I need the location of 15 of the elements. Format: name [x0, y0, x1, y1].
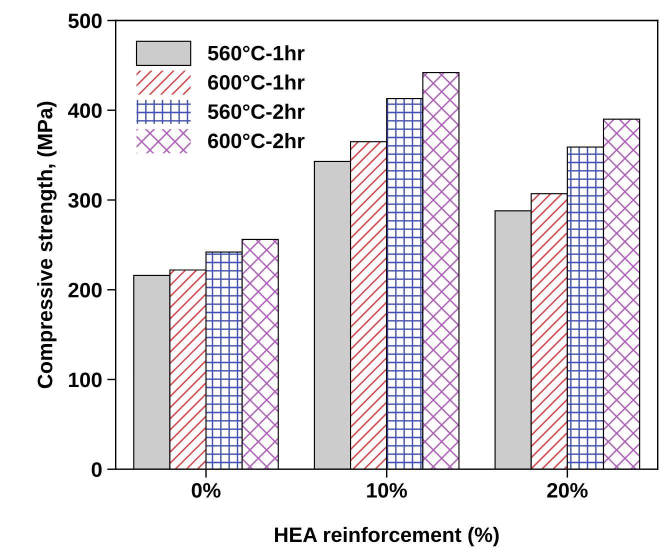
legend-label: 600°C-1hr: [208, 74, 305, 90]
y-tick-label: 500: [68, 14, 102, 28]
x-tick-label: 10%: [367, 482, 407, 498]
y-tick-label: 400: [68, 103, 102, 118]
x-axis-title: HEA reinforcement (%): [275, 526, 499, 546]
y-tick-label: 200: [68, 282, 102, 298]
x-tick-label: 20%: [547, 482, 588, 498]
legend-label: 560°C-2hr: [208, 104, 305, 120]
y-tick-label: 0: [92, 462, 102, 477]
legend-label: 560°C-1hr: [208, 45, 305, 60]
legend-label: 600°C-2hr: [208, 133, 305, 148]
x-tick-label: 0%: [192, 482, 221, 498]
y-tick-label: 100: [69, 372, 102, 388]
y-tick-label: 300: [68, 192, 102, 208]
y-axis-title: Compressive strength, (MPa): [37, 102, 57, 388]
